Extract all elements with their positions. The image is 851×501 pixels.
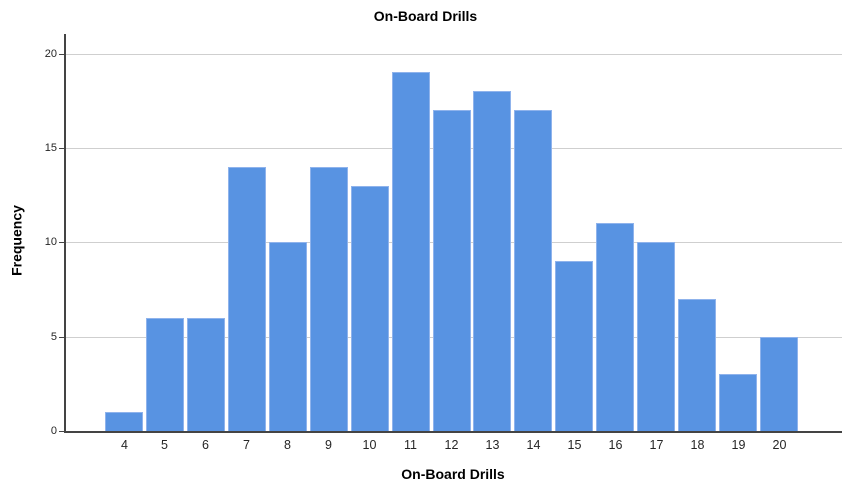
bar (187, 318, 225, 431)
x-tick-label: 20 (772, 438, 787, 452)
bar (473, 91, 511, 431)
y-tick-label: 20 (44, 48, 57, 60)
x-axis-line (64, 431, 842, 433)
bar (105, 412, 143, 431)
x-tick-label: 19 (731, 438, 746, 452)
x-tick-label: 11 (404, 438, 417, 452)
gridline (66, 54, 842, 55)
bar (392, 72, 430, 431)
bar (637, 242, 675, 431)
bar (555, 261, 593, 431)
y-axis-tick (59, 148, 64, 149)
x-tick-label: 15 (567, 438, 582, 452)
bar (269, 242, 307, 431)
y-axis-tick (59, 242, 64, 243)
bar (596, 223, 634, 431)
y-axis-tick (59, 337, 64, 338)
y-axis-line (64, 34, 66, 433)
x-axis-title: On-Board Drills (401, 466, 505, 482)
y-axis-tick (59, 54, 64, 55)
x-tick-label: 18 (690, 438, 705, 452)
x-tick-label: 17 (649, 438, 664, 452)
x-tick-label: 13 (485, 438, 500, 452)
bar (719, 374, 757, 431)
x-tick-label: 9 (325, 438, 332, 452)
bar (514, 110, 552, 431)
bar (678, 299, 716, 431)
x-tick-label: 7 (243, 438, 250, 452)
x-tick-label: 16 (608, 438, 623, 452)
x-tick-label: 4 (121, 438, 128, 452)
bar (433, 110, 471, 431)
y-tick-label: 10 (44, 236, 57, 248)
bar (228, 167, 266, 431)
chart-title: On-Board Drills (373, 8, 478, 24)
x-tick-label: 8 (284, 438, 291, 452)
y-tick-label: 15 (44, 142, 57, 154)
x-tick-label: 12 (444, 438, 459, 452)
bar (351, 186, 389, 431)
x-tick-label: 14 (526, 438, 541, 452)
y-tick-label: 5 (50, 331, 57, 343)
bar (310, 167, 348, 431)
x-tick-label: 6 (202, 438, 209, 452)
y-axis-tick (59, 431, 64, 432)
y-tick-label: 0 (50, 425, 57, 437)
x-tick-label: 5 (161, 438, 168, 452)
bar (760, 337, 798, 431)
x-tick-label: 10 (362, 438, 377, 452)
bar (146, 318, 184, 431)
